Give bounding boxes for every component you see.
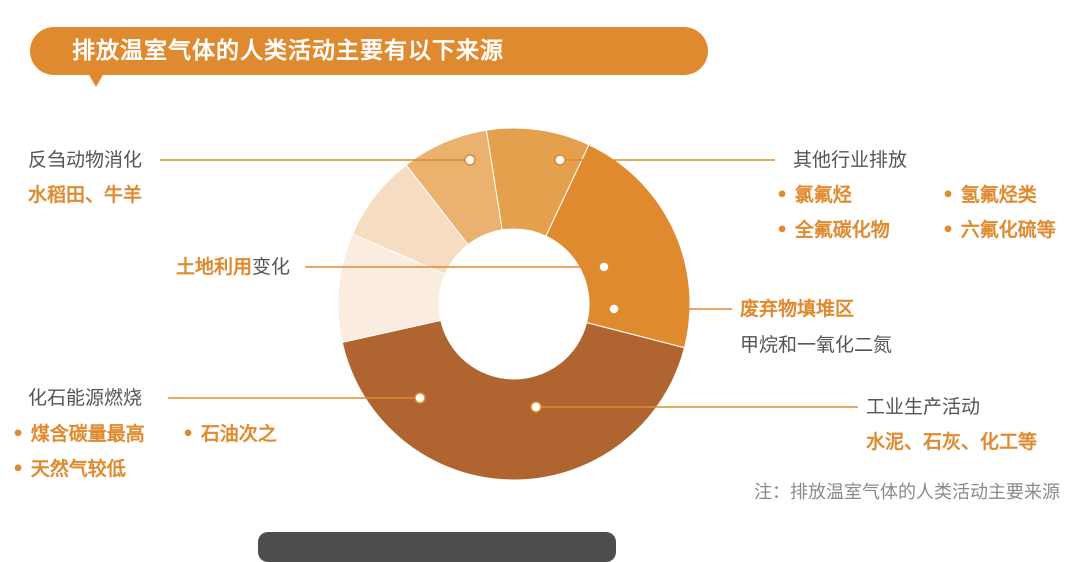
label-other-bullet-4: 六氟化硫等 bbox=[942, 217, 1056, 243]
marker-fossil bbox=[414, 392, 426, 404]
title-banner bbox=[30, 27, 708, 75]
label-other-bullet-2: 氢氟烃类 bbox=[942, 182, 1037, 208]
label-fossil-bullet-3: 天然气较低 bbox=[12, 456, 126, 482]
label-ruminant-detail: 水稻田、牛羊 bbox=[28, 184, 143, 206]
donut-slice-4 bbox=[545, 144, 691, 349]
label-fossil-bullet-1: 煤含碳量最高 bbox=[12, 421, 145, 447]
marker-ruminant bbox=[464, 154, 476, 166]
label-fossil-bullet-2: 石油次之 bbox=[182, 421, 277, 447]
page-title: 排放温室气体的人类活动主要有以下来源 bbox=[72, 38, 504, 64]
bottom-bar bbox=[258, 532, 616, 562]
marker-land bbox=[598, 261, 610, 273]
donut-slice-5 bbox=[341, 319, 686, 481]
label-industry-detail: 水泥、石灰、化工等 bbox=[866, 431, 1038, 453]
label-ruminant-title: 反刍动物消化 bbox=[28, 149, 143, 171]
label-other-bullet-3: 全氟碳化物 bbox=[776, 217, 890, 243]
marker-waste bbox=[608, 303, 620, 315]
label-land-suffix: 变化 bbox=[252, 256, 291, 278]
label-waste-detail: 甲烷和一氧化二氮 bbox=[740, 334, 893, 356]
label-other-bullet-1: 氯氟烃 bbox=[776, 182, 852, 208]
label-land: 土地利用变化 bbox=[176, 254, 290, 280]
label-land-highlight: 土地利用 bbox=[176, 256, 253, 278]
label-industry-title: 工业生产活动 bbox=[866, 396, 981, 418]
banner-pointer bbox=[88, 73, 104, 87]
label-fossil-title: 化石能源燃烧 bbox=[28, 387, 143, 409]
marker-other bbox=[554, 154, 566, 166]
footnote: 注：排放温室气体的人类活动主要来源 bbox=[754, 482, 1060, 503]
slices-group bbox=[337, 127, 691, 481]
marker-industry bbox=[530, 401, 542, 413]
donut-slice-6 bbox=[337, 233, 446, 343]
donut-chart bbox=[160, 127, 858, 481]
label-waste-title: 废弃物填堆区 bbox=[740, 298, 855, 320]
label-other-title: 其他行业排放 bbox=[793, 149, 908, 171]
